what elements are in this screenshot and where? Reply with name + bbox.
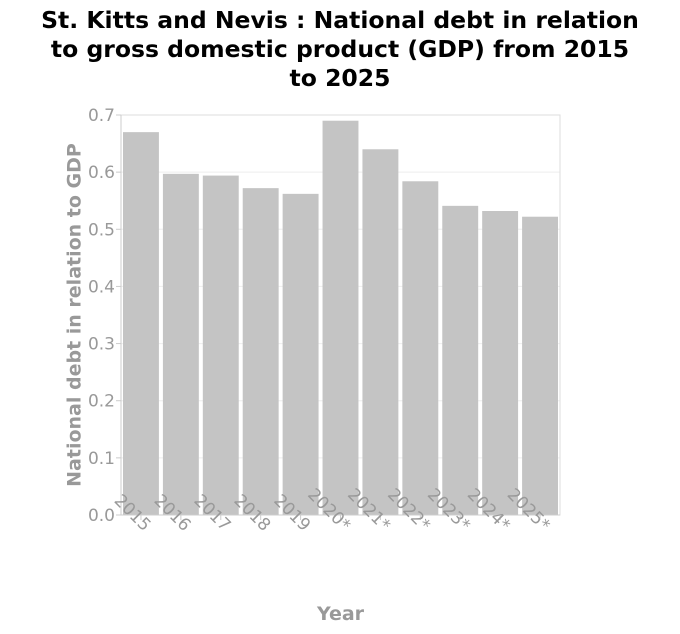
- y-axis-title: National debt in relation to GDP: [64, 143, 86, 487]
- x-axis-title: Year: [316, 603, 365, 625]
- bar-2025-est: [522, 216, 559, 515]
- chart-title-line-3: to 2025: [289, 64, 391, 92]
- bars: [122, 120, 559, 516]
- bar-2021-est: [362, 149, 399, 516]
- y-tick-label: 0.0: [88, 506, 115, 526]
- bar-2023-est: [442, 205, 479, 515]
- y-tick-label: 0.3: [88, 335, 115, 355]
- y-tick-label: 0.1: [88, 449, 115, 469]
- bar-2022-est: [402, 181, 439, 516]
- chart-title-line-2: to gross domestic product (GDP) from 201…: [50, 35, 630, 63]
- bar-2015: [122, 132, 159, 515]
- chart-title-line-1: St. Kitts and Nevis : National debt in r…: [41, 6, 639, 34]
- y-tick-label: 0.6: [88, 163, 115, 183]
- y-tick-label: 0.2: [88, 392, 115, 412]
- chart-title: St. Kitts and Nevis : National debt in r…: [0, 6, 680, 93]
- y-tick-label: 0.5: [88, 220, 115, 240]
- bar-2024-est: [482, 211, 519, 515]
- bar-2018: [242, 188, 279, 515]
- bar-2019: [282, 193, 319, 515]
- bar-2017: [202, 175, 239, 516]
- y-ticks: 0.0 0.1 0.2 0.3 0.4 0.5 0.6 0.7: [88, 106, 121, 526]
- bar-2016: [162, 173, 199, 515]
- y-tick-label: 0.7: [88, 106, 115, 126]
- bar-2020-est: [322, 120, 359, 515]
- y-tick-label: 0.4: [88, 277, 115, 297]
